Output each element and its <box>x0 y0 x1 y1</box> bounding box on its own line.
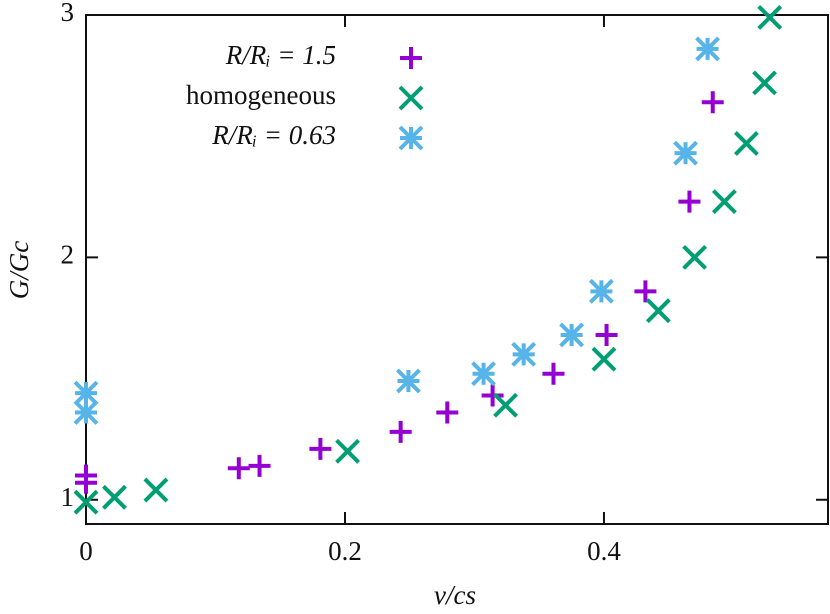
y-tick-label: 2 <box>61 240 75 270</box>
point <box>481 384 504 407</box>
point <box>711 189 737 215</box>
legend-label: R/Rᵢ = 1.5 <box>225 40 336 70</box>
point <box>701 91 724 114</box>
point <box>471 361 496 387</box>
legend-marker <box>398 85 424 111</box>
legend-label: R/Rᵢ = 0.63 <box>211 120 336 150</box>
point <box>678 190 701 213</box>
point <box>493 392 518 418</box>
point <box>396 368 421 394</box>
legend-marker <box>398 125 424 151</box>
point <box>73 489 99 515</box>
point <box>73 400 99 425</box>
point <box>73 380 99 406</box>
y-tick-label: 3 <box>61 0 75 27</box>
point <box>682 244 708 270</box>
point <box>695 36 720 62</box>
y-tick-label: 1 <box>61 482 75 512</box>
point <box>227 457 250 480</box>
point <box>757 5 783 30</box>
point <box>75 471 97 494</box>
point <box>634 280 657 303</box>
plot-frame <box>85 14 829 525</box>
point <box>591 346 617 372</box>
x-tick-label: 0 <box>79 536 93 566</box>
point <box>645 298 671 324</box>
x-axis-label: v/cs <box>434 580 476 610</box>
point <box>335 438 360 464</box>
point <box>511 341 537 367</box>
point <box>559 322 585 348</box>
point <box>389 420 412 443</box>
point <box>542 362 565 385</box>
legend-label: homogeneous <box>186 80 336 110</box>
point <box>102 484 127 510</box>
point <box>673 140 698 166</box>
point <box>309 437 332 460</box>
point <box>734 131 759 156</box>
point <box>143 477 169 503</box>
x-tick-label: 0.4 <box>587 536 621 566</box>
y-axis-label: G/Gc <box>4 241 34 299</box>
point <box>595 323 618 346</box>
point <box>752 70 777 96</box>
point <box>436 401 459 424</box>
point <box>248 454 271 477</box>
x-tick-label: 0.2 <box>328 536 362 566</box>
legend-marker <box>400 47 422 69</box>
point <box>588 278 614 304</box>
